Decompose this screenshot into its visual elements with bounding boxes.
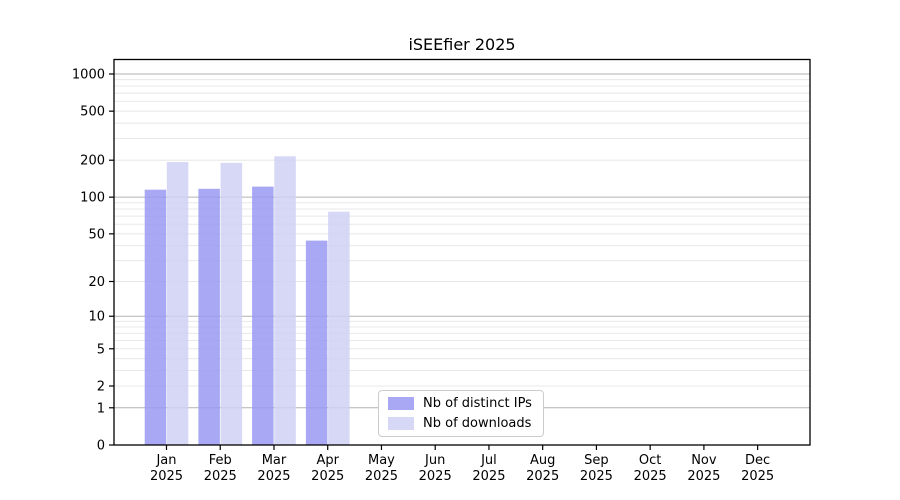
x-tick-label-year: 2025 [419,469,452,484]
legend: Nb of distinct IPs Nb of downloads [378,390,544,437]
bar-mar-series0 [252,186,274,445]
chart-title: iSEEfier 2025 [408,35,516,54]
x-tick-label-month: Jun [424,453,445,468]
x-tick-label-year: 2025 [257,469,290,484]
x-tick-label-month: Feb [209,453,232,468]
x-tick-label-year: 2025 [741,469,774,484]
bar-apr-series1 [328,211,350,445]
x-tick-label-year: 2025 [204,469,237,484]
x-tick-label-month: Mar [262,453,287,468]
x-tick-label-month: Nov [691,453,717,468]
x-tick-label-year: 2025 [472,469,505,484]
y-tick-label: 1000 [72,67,105,82]
x-tick-label-month: Apr [316,453,339,468]
bar-apr-series0 [305,240,328,445]
y-tick-label: 50 [88,227,105,242]
x-tick-label-month: Oct [639,453,661,468]
y-tick-label: 20 [88,275,105,290]
x-tick-label-year: 2025 [687,469,720,484]
y-tick-label: 2 [97,380,105,395]
bar-mar-series1 [274,156,296,446]
legend-item-distinct-ips: Nb of distinct IPs [388,396,534,411]
x-tick-label-year: 2025 [365,469,398,484]
y-tick-label: 10 [88,310,105,325]
x-tick-label-month: Aug [530,453,555,468]
axes-spines [113,58,811,446]
y-tick-label: 100 [80,191,105,206]
legend-swatch-downloads [388,417,414,430]
x-tick-label-month: Jul [480,453,497,468]
x-tick-label-month: Jan [155,453,176,468]
bar-feb-series0 [198,188,220,446]
x-tick-label-year: 2025 [150,469,183,484]
x-tick-label-year: 2025 [634,469,667,484]
x-tick-label-year: 2025 [311,469,344,484]
y-tick-label: 500 [80,105,105,120]
legend-item-downloads: Nb of downloads [388,416,534,431]
x-tick-label-month: Sep [584,453,609,468]
x-tick-label-year: 2025 [526,469,559,484]
x-tick-label-year: 2025 [580,469,613,484]
y-tick-label: 5 [97,342,105,357]
legend-swatch-distinct-ips [388,397,414,410]
y-tick-label: 200 [80,154,105,169]
x-tick-label-month: May [368,453,395,468]
x-tick-label-month: Dec [745,453,770,468]
bar-feb-series1 [220,162,243,445]
legend-label-downloads: Nb of downloads [423,416,532,431]
y-tick-label: 1 [97,401,105,416]
legend-label-distinct-ips: Nb of distinct IPs [423,396,532,411]
y-tick-label: 0 [97,439,105,454]
bar-jan-series0 [144,189,167,445]
bar-jan-series1 [166,162,189,445]
